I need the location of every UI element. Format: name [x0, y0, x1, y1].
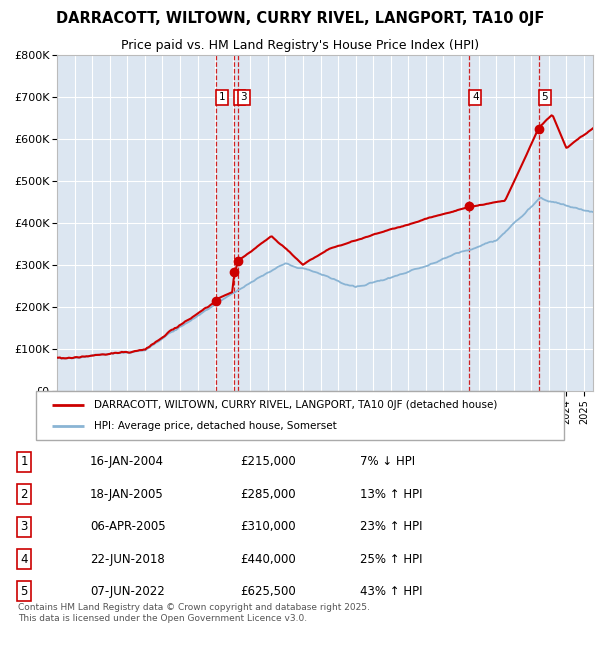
- Text: 4: 4: [20, 552, 28, 566]
- FancyBboxPatch shape: [36, 391, 564, 440]
- Text: 06-APR-2005: 06-APR-2005: [90, 520, 166, 533]
- Text: £285,000: £285,000: [240, 488, 296, 501]
- Text: 1: 1: [218, 92, 225, 102]
- Text: 18-JAN-2005: 18-JAN-2005: [90, 488, 164, 501]
- Text: 3: 3: [241, 92, 247, 102]
- Text: 22-JUN-2018: 22-JUN-2018: [90, 552, 165, 566]
- Text: 2: 2: [20, 488, 28, 501]
- Text: 5: 5: [20, 585, 28, 598]
- Text: 23% ↑ HPI: 23% ↑ HPI: [360, 520, 422, 533]
- Text: 13% ↑ HPI: 13% ↑ HPI: [360, 488, 422, 501]
- Text: DARRACOTT, WILTOWN, CURRY RIVEL, LANGPORT, TA10 0JF (detached house): DARRACOTT, WILTOWN, CURRY RIVEL, LANGPOR…: [94, 400, 497, 410]
- Text: £625,500: £625,500: [240, 585, 296, 598]
- Text: 3: 3: [20, 520, 28, 533]
- Text: 5: 5: [542, 92, 548, 102]
- Text: Contains HM Land Registry data © Crown copyright and database right 2025.
This d: Contains HM Land Registry data © Crown c…: [18, 603, 370, 623]
- Text: 7% ↓ HPI: 7% ↓ HPI: [360, 456, 415, 469]
- Text: HPI: Average price, detached house, Somerset: HPI: Average price, detached house, Some…: [94, 421, 337, 432]
- Text: 4: 4: [472, 92, 479, 102]
- Text: 2: 2: [236, 92, 243, 102]
- Text: 43% ↑ HPI: 43% ↑ HPI: [360, 585, 422, 598]
- Text: 1: 1: [20, 456, 28, 469]
- Text: Price paid vs. HM Land Registry's House Price Index (HPI): Price paid vs. HM Land Registry's House …: [121, 38, 479, 51]
- Text: 25% ↑ HPI: 25% ↑ HPI: [360, 552, 422, 566]
- Text: 07-JUN-2022: 07-JUN-2022: [90, 585, 165, 598]
- Text: £440,000: £440,000: [240, 552, 296, 566]
- Text: £310,000: £310,000: [240, 520, 296, 533]
- Text: 16-JAN-2004: 16-JAN-2004: [90, 456, 164, 469]
- Text: DARRACOTT, WILTOWN, CURRY RIVEL, LANGPORT, TA10 0JF: DARRACOTT, WILTOWN, CURRY RIVEL, LANGPOR…: [56, 11, 544, 26]
- Text: £215,000: £215,000: [240, 456, 296, 469]
